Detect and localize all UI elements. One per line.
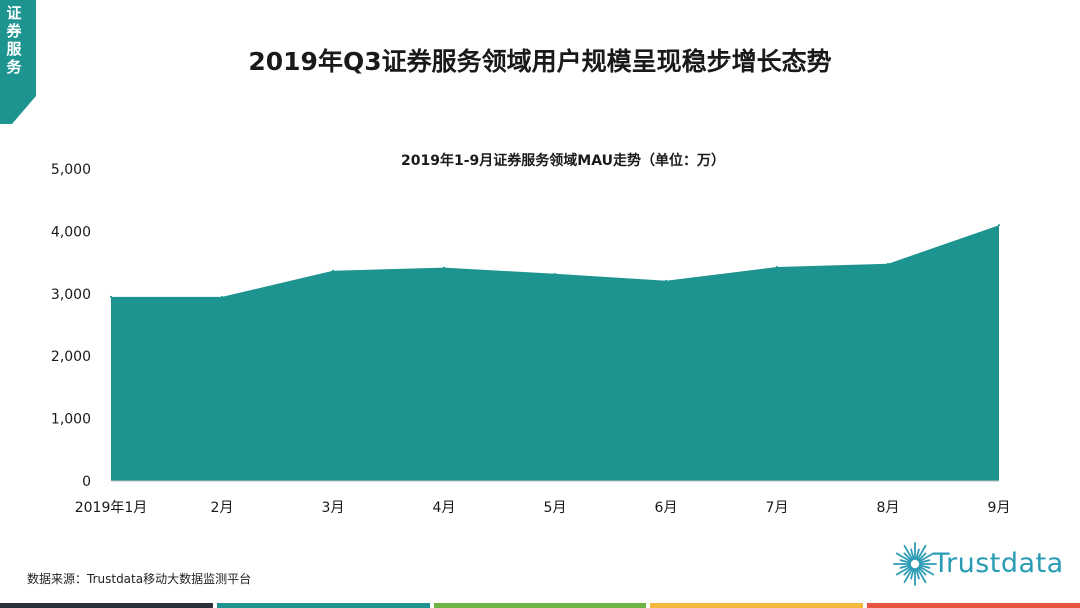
data-point: [887, 262, 889, 265]
data-point: [998, 224, 1000, 227]
x-tick-label: 2月: [211, 500, 234, 516]
y-tick-label: 5,000: [51, 162, 91, 178]
footer-segment-2: [216, 603, 430, 608]
sunburst-icon: [893, 542, 937, 586]
logo-text: Trustdata: [933, 548, 1064, 579]
page-title: 2019年Q3证券服务领域用户规模呈现稳步增长态势: [248, 47, 832, 76]
x-tick-label: 4月: [433, 500, 456, 516]
x-tick-label: 2019年1月: [75, 500, 148, 516]
y-tick-label: 3,000: [51, 287, 91, 303]
y-tick-label: 2,000: [51, 349, 91, 365]
section-tag-label: 证券服务: [6, 4, 22, 76]
y-tick-label: 0: [82, 474, 91, 490]
trustdata-logo: Trustdata: [893, 536, 1065, 592]
footer-segment-5: [867, 603, 1080, 608]
footer-segment-1: [0, 603, 213, 608]
data-point: [332, 269, 334, 272]
data-point: [443, 266, 445, 269]
section-tag: 证券服务: [0, 0, 36, 124]
mau-area-chart: 2019年1-9月证券服务领域MAU走势（单位：万） 0 1,000 2,000 3,…: [51, 152, 1011, 516]
data-point: [665, 279, 667, 282]
x-tick-label: 9月: [988, 500, 1011, 516]
footer-segment-4: [650, 603, 864, 608]
x-tick-label: 6月: [655, 500, 678, 516]
series-area-mau: [111, 225, 999, 481]
data-point: [554, 272, 556, 275]
x-axis: 2019年1月 2月 3月 4月 5月 6月 7月 8月 9月: [75, 500, 1011, 516]
data-point: [221, 295, 223, 298]
data-point: [110, 295, 112, 298]
data-source: 数据来源：Trustdata移动大数据监测平台: [27, 572, 252, 586]
x-tick-label: 7月: [766, 500, 789, 516]
footer-color-bar: [0, 603, 1080, 608]
y-tick-label: 4,000: [51, 224, 91, 240]
x-tick-label: 3月: [322, 500, 345, 516]
footer-segment-3: [433, 603, 647, 608]
y-axis: 0 1,000 2,000 3,000 4,000 5,000: [51, 162, 91, 490]
chart-title: 2019年1-9月证券服务领域MAU走势（单位：万）: [401, 152, 725, 169]
x-tick-label: 5月: [544, 500, 567, 516]
y-tick-label: 1,000: [51, 412, 91, 428]
x-tick-label: 8月: [877, 500, 900, 516]
data-point: [776, 265, 778, 268]
